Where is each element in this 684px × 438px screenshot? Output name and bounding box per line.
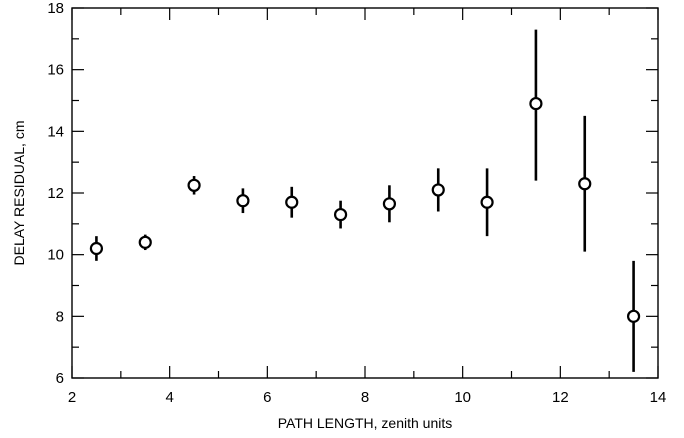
- x-tick-label: 12: [552, 389, 569, 406]
- y-tick-label: 10: [47, 247, 64, 264]
- y-tick-label: 6: [56, 370, 64, 387]
- error-bars-layer: [95, 29, 635, 372]
- y-tick-label: 18: [47, 0, 64, 17]
- x-tick-label: 10: [454, 389, 471, 406]
- tick-labels-layer: 2 4 6 8 10 12 14 6 8 10 12 14 16 18: [47, 0, 666, 406]
- data-point: [578, 177, 592, 191]
- data-point: [285, 195, 299, 209]
- y-tick-label: 16: [47, 62, 64, 79]
- data-point: [89, 241, 104, 256]
- data-point: [187, 178, 201, 192]
- y-tick-label: 8: [56, 308, 64, 325]
- data-point: [431, 183, 445, 197]
- y-tick-label: 14: [47, 123, 64, 140]
- data-point: [382, 197, 397, 211]
- y-axis-label: DELAY RESIDUAL, cm: [11, 121, 27, 266]
- x-axis-label: PATH LENGTH, zenith units: [278, 415, 453, 431]
- data-point: [626, 309, 641, 323]
- x-tick-label: 14: [650, 389, 667, 406]
- data-point: [333, 207, 348, 222]
- y-tick-label: 12: [47, 185, 64, 202]
- x-tick-label: 6: [263, 389, 271, 406]
- data-point: [236, 194, 250, 208]
- x-tick-label: 4: [165, 389, 173, 406]
- x-tick-label: 8: [361, 389, 369, 406]
- ticks-layer: [71, 7, 659, 379]
- x-tick-label: 2: [68, 389, 76, 406]
- data-point: [480, 195, 494, 209]
- data-point: [138, 235, 152, 249]
- data-point: [529, 96, 543, 111]
- plot-frame: [71, 7, 659, 379]
- points-layer: [89, 96, 641, 323]
